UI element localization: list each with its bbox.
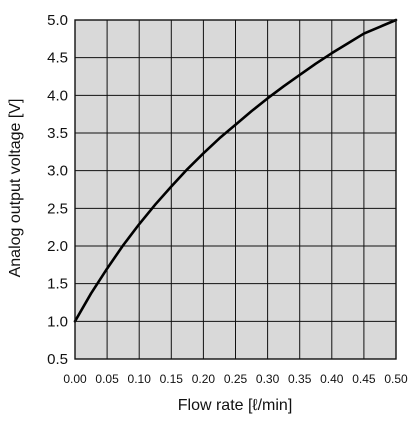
y-tick-label: 3.5 bbox=[47, 125, 68, 142]
y-tick-label: 2.5 bbox=[47, 200, 68, 217]
y-tick-label: 5.0 bbox=[47, 12, 68, 29]
y-tick-label: 2.0 bbox=[47, 238, 68, 255]
x-tick-label: 0.15 bbox=[160, 372, 184, 386]
x-tick-label: 0.40 bbox=[320, 372, 344, 386]
y-tick-label: 4.5 bbox=[47, 50, 68, 67]
y-axis-label: Analog output voltage [V] bbox=[7, 99, 24, 278]
x-tick-label: 0.05 bbox=[95, 372, 119, 386]
x-tick-label: 0.00 bbox=[63, 372, 87, 386]
x-axis-label: Flow rate [ℓ/min] bbox=[178, 397, 293, 414]
series-line-0 bbox=[73, 18, 398, 323]
x-tick-label: 0.25 bbox=[224, 372, 248, 386]
x-tick-label: 0.30 bbox=[256, 372, 280, 386]
y-tick-label: 1.5 bbox=[47, 276, 68, 293]
x-tick-label: 0.50 bbox=[384, 372, 408, 386]
y-tick-label: 1.0 bbox=[47, 313, 68, 330]
y-tick-label: 3.0 bbox=[47, 163, 68, 180]
x-tick-label: 0.20 bbox=[192, 372, 216, 386]
y-tick-label: 0.5 bbox=[47, 351, 68, 368]
x-tick-label: 0.10 bbox=[128, 372, 152, 386]
plot-frame bbox=[74, 19, 397, 360]
y-tick-label: 4.0 bbox=[47, 87, 68, 104]
x-tick-label: 0.45 bbox=[352, 372, 376, 386]
x-tick-label: 0.35 bbox=[288, 372, 312, 386]
